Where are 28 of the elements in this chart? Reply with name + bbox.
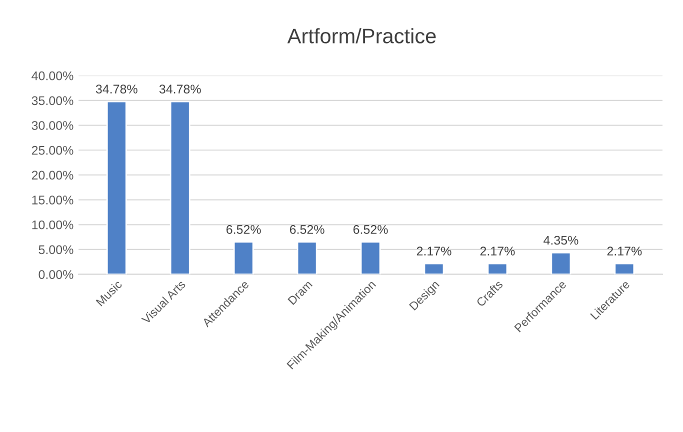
data-label: 6.52%	[353, 225, 388, 234]
data-label: 6.52%	[290, 225, 324, 234]
chart-title: Artform/Practice	[287, 28, 436, 44]
data-label: 4.35%	[544, 236, 578, 245]
bar	[550, 252, 572, 274]
bar	[360, 241, 381, 274]
data-label: 2.17%	[607, 246, 642, 256]
y-tick-label: 20.00%	[32, 170, 74, 180]
y-tick-label: 5.00%	[38, 245, 74, 254]
bar	[296, 241, 318, 274]
bar	[487, 262, 508, 274]
y-tick-label: 0.00%	[38, 270, 74, 279]
y-tick-label: 25.00%	[32, 146, 74, 155]
data-label: 2.17%	[480, 246, 515, 256]
data-label: 6.52%	[226, 225, 261, 234]
y-tick-label: 40.00%	[32, 71, 74, 80]
bar	[170, 100, 190, 274]
bar	[424, 262, 444, 274]
bar	[233, 241, 254, 274]
bar	[106, 100, 127, 274]
y-tick-label: 30.00%	[32, 121, 74, 130]
data-label: 2.17%	[416, 246, 452, 256]
data-label: 34.78%	[96, 84, 138, 94]
data-label: 34.78%	[159, 84, 201, 94]
y-tick-label: 35.00%	[32, 96, 74, 106]
y-tick-label: 15.00%	[32, 196, 74, 204]
bar	[614, 262, 635, 274]
y-tick-label: 10.00%	[32, 220, 74, 230]
